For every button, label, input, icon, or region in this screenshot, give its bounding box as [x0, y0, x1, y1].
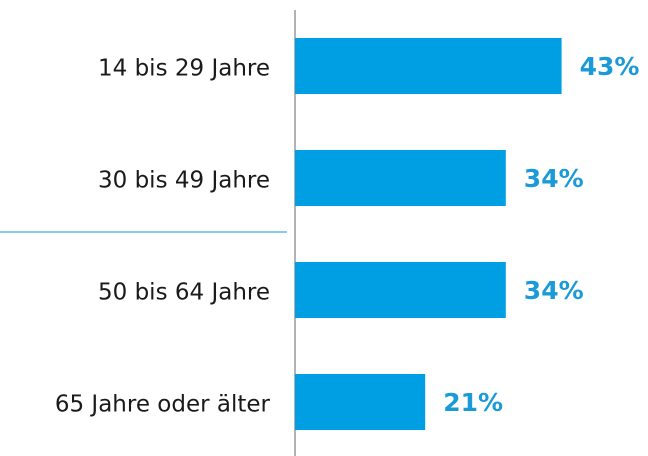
- category-label: 65 Jahre oder älter: [55, 392, 271, 418]
- value-label: 21%: [443, 388, 503, 417]
- category-label: 50 bis 64 Jahre: [98, 280, 270, 306]
- bar: [295, 374, 426, 430]
- value-label: 43%: [580, 52, 640, 81]
- value-label: 34%: [524, 276, 584, 305]
- bar: [295, 262, 506, 318]
- category-label: 30 bis 49 Jahre: [98, 168, 270, 194]
- value-label: 34%: [524, 164, 584, 193]
- category-label: 14 bis 29 Jahre: [98, 56, 270, 82]
- bar: [295, 150, 506, 206]
- bar: [295, 38, 562, 94]
